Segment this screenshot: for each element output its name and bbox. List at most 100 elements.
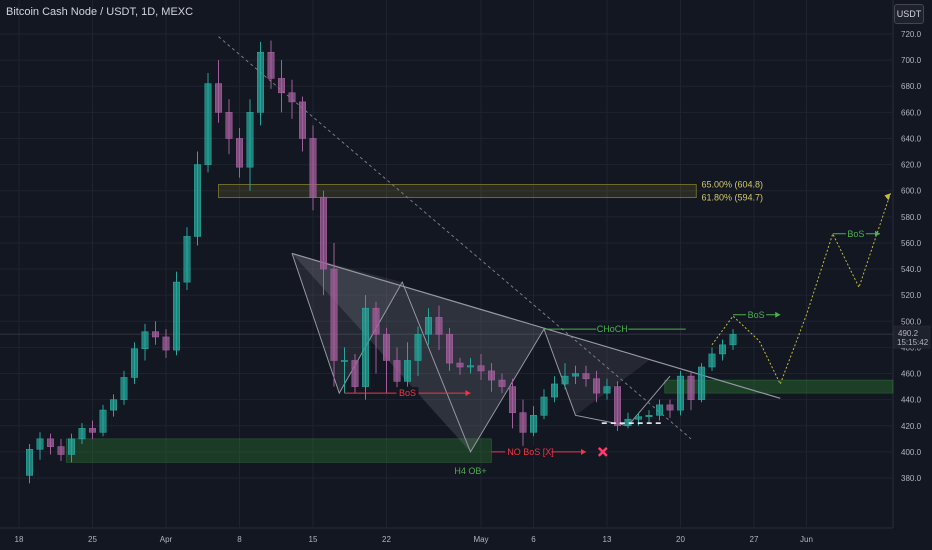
forecast-bos-1-label: BoS xyxy=(748,310,765,320)
candle-body xyxy=(445,334,453,364)
y-tick-label: 500.0 xyxy=(901,317,922,326)
candle-body xyxy=(25,448,33,476)
x-tick-label: May xyxy=(473,535,488,544)
candle-body xyxy=(393,360,401,382)
candle-body xyxy=(550,383,558,398)
candle-body xyxy=(236,138,244,168)
last-price-value: 490.2 xyxy=(898,329,919,338)
candle-body xyxy=(173,281,181,351)
y-tick-label: 680.0 xyxy=(901,82,922,91)
candle-body xyxy=(89,428,97,433)
candle-body xyxy=(582,373,590,380)
candle-body xyxy=(508,386,516,414)
y-tick-label: 420.0 xyxy=(901,422,922,431)
price-axis-bg xyxy=(893,0,932,550)
y-tick-label: 640.0 xyxy=(901,134,922,143)
candle-body xyxy=(372,307,380,335)
no-bos-label-bg xyxy=(505,445,552,457)
candle-body xyxy=(571,373,579,377)
forecast-bos-1-bg xyxy=(746,308,767,320)
candle-body xyxy=(120,377,128,400)
pair-title: Bitcoin Cash Node / USDT, 1D, MEXC xyxy=(6,6,194,18)
candle-body xyxy=(697,366,705,400)
candle-body xyxy=(309,138,317,198)
retest-zone xyxy=(664,379,894,394)
choch-label-bg xyxy=(596,323,629,335)
bos-label-bg xyxy=(396,387,419,399)
candle-body xyxy=(319,196,327,270)
candle-body xyxy=(277,78,285,94)
candle-body xyxy=(403,360,411,382)
candle-body xyxy=(225,112,233,139)
forecast-bos-2-label: BoS xyxy=(847,229,864,239)
bos-arrow xyxy=(465,390,471,397)
candle-body xyxy=(603,386,611,394)
fib-retracement-box xyxy=(218,184,697,199)
fib-65-label: 65.00% (604.8) xyxy=(702,179,764,189)
candle-body xyxy=(477,365,485,372)
candle-body xyxy=(46,438,54,447)
candle-body xyxy=(708,353,716,368)
forecast-bos-2-arrow xyxy=(875,230,880,237)
bar-countdown: 15:15:42 xyxy=(897,338,929,347)
candle-body xyxy=(634,416,642,420)
y-tick-label: 460.0 xyxy=(901,370,922,379)
candle-body xyxy=(424,317,432,335)
forecast-path xyxy=(711,193,891,386)
candle-body xyxy=(351,360,359,387)
downtrend-dashed xyxy=(218,36,692,440)
candle-body xyxy=(78,428,86,440)
bos-label: BoS xyxy=(399,388,416,398)
candle-body xyxy=(361,307,369,387)
forecast-bos-1-arrow xyxy=(775,311,781,318)
currency-selector[interactable]: USDT xyxy=(894,4,924,24)
candle-body xyxy=(288,92,296,103)
candle-body xyxy=(36,438,44,450)
candle-body xyxy=(131,348,139,378)
candle-body xyxy=(718,344,726,355)
y-tick-label: 540.0 xyxy=(901,265,922,274)
x-tick-label: 22 xyxy=(382,535,391,544)
y-tick-label: 620.0 xyxy=(901,161,922,170)
candle-body xyxy=(298,101,306,139)
candle-body xyxy=(676,375,684,411)
candle-body xyxy=(204,83,212,165)
candle-body xyxy=(162,336,170,351)
triangle-pattern-left xyxy=(292,253,403,394)
candle-body xyxy=(498,379,506,387)
forecast-arrow xyxy=(884,193,891,201)
close-icon xyxy=(597,446,608,457)
h4-ob-label: H4 OB+ xyxy=(454,466,486,476)
x-tick-label: 8 xyxy=(237,535,242,544)
candle-body xyxy=(435,317,443,335)
candle-body xyxy=(194,164,202,237)
y-tick-label: 560.0 xyxy=(901,239,922,248)
candle-body xyxy=(99,409,107,433)
candles-group xyxy=(25,40,737,484)
candle-body xyxy=(267,51,275,79)
forecast-bos-2-bg xyxy=(845,227,866,239)
candle-body xyxy=(540,396,548,416)
y-tick-label: 380.0 xyxy=(901,474,922,483)
last-price-badge xyxy=(893,325,931,349)
y-tick-label: 440.0 xyxy=(901,396,922,405)
x-tick-label: 27 xyxy=(750,535,759,544)
candle-body xyxy=(340,360,348,362)
no-bos-arrow xyxy=(581,448,586,455)
x-tick-label: 20 xyxy=(676,535,685,544)
candle-body xyxy=(561,375,569,385)
candle-body xyxy=(215,83,223,113)
candle-body xyxy=(68,438,76,455)
x-tick-label: 6 xyxy=(531,535,536,544)
y-tick-label: 600.0 xyxy=(901,187,922,196)
candle-body xyxy=(256,51,264,113)
candle-body xyxy=(655,404,663,416)
fib-618-label: 61.80% (594.7) xyxy=(702,193,764,203)
candle-body xyxy=(592,378,600,394)
candle-body xyxy=(466,365,474,368)
x-tick-label: Jun xyxy=(800,535,813,544)
y-tick-label: 660.0 xyxy=(901,108,922,117)
y-tick-label: 720.0 xyxy=(901,30,922,39)
